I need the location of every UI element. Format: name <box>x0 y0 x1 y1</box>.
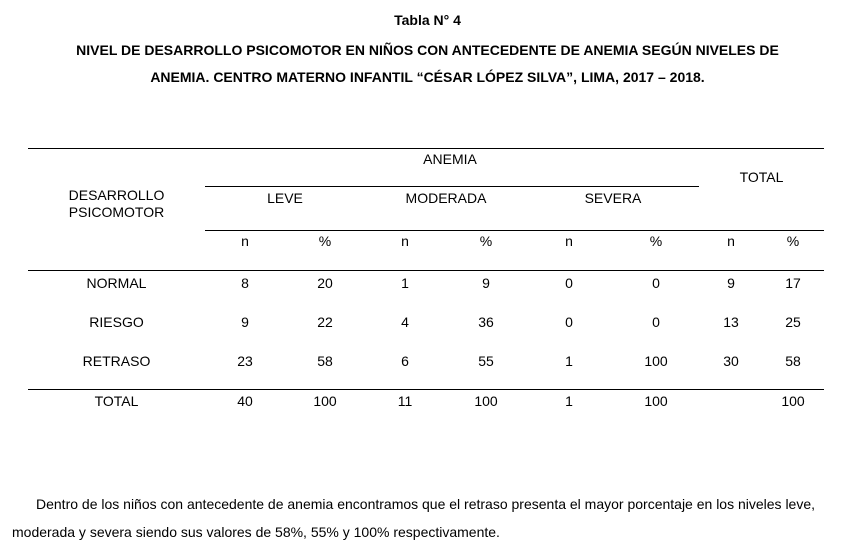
row-header-line-2: PSICOMOTOR <box>68 204 165 220</box>
n-column-header: n <box>565 233 573 249</box>
table-cell: 36 <box>478 314 494 330</box>
row-header-line-1: DESARROLLO <box>68 187 165 203</box>
table-cell: 58 <box>785 353 801 369</box>
table-title-line-2: ANEMIA. CENTRO MATERNO INFANTIL “CÉSAR L… <box>150 69 705 85</box>
percent-column-header: % <box>649 233 663 249</box>
table-title-line-1: NIVEL DE DESARROLLO PSICOMOTOR EN NIÑOS … <box>76 42 779 58</box>
table-cell: 100 <box>644 393 668 409</box>
table-cell: 22 <box>317 314 333 330</box>
percent-column-header: % <box>786 233 800 249</box>
table-cell: 0 <box>565 314 573 330</box>
table-cell: 11 <box>397 393 413 409</box>
row-header: DESARROLLO PSICOMOTOR <box>28 187 205 221</box>
anemia-underline <box>205 186 699 187</box>
table-cell: 100 <box>474 393 498 409</box>
percent-column-header: % <box>318 233 332 249</box>
row-label: TOTAL <box>94 393 139 409</box>
table-cell: 55 <box>478 353 494 369</box>
table-cell: 0 <box>652 314 660 330</box>
row-label: RIESGO <box>89 314 144 330</box>
row-label: RETRASO <box>82 353 151 369</box>
anemia-header: ANEMIA <box>423 151 477 167</box>
total-header: TOTAL <box>739 169 784 185</box>
subgroup-moderada: MODERADA <box>405 190 487 206</box>
n-column-header: n <box>401 233 409 249</box>
table-cell: 17 <box>785 275 801 291</box>
subheader-rule <box>205 230 824 231</box>
table-top-rule <box>28 148 824 149</box>
summary-paragraph: Dentro de los niños con antecedente de a… <box>12 496 816 540</box>
table-number: Tabla N° 4 <box>394 12 461 28</box>
table-cell: 100 <box>781 393 805 409</box>
table-cell: 20 <box>317 275 333 291</box>
table-cell: 58 <box>317 353 333 369</box>
n-column-header: n <box>727 233 735 249</box>
table-cell: 9 <box>727 275 735 291</box>
subgroup-severa: SEVERA <box>584 190 642 206</box>
table-cell: 1 <box>565 353 573 369</box>
table-cell: 0 <box>652 275 660 291</box>
table-cell: 8 <box>241 275 249 291</box>
table-cell: 4 <box>401 314 409 330</box>
total-row-rule <box>28 389 824 390</box>
table-cell: 100 <box>313 393 337 409</box>
table-cell: 1 <box>565 393 573 409</box>
subgroup-leve: LEVE <box>267 190 303 206</box>
header-bottom-rule <box>28 270 824 271</box>
table-cell: 0 <box>565 275 573 291</box>
table-cell: 9 <box>482 275 490 291</box>
table-cell: 40 <box>237 393 253 409</box>
table-cell: 6 <box>401 353 409 369</box>
table-cell: 9 <box>241 314 249 330</box>
table-cell: 25 <box>785 314 801 330</box>
table-cell: 13 <box>723 314 739 330</box>
table-cell: 30 <box>723 353 739 369</box>
table-cell: 1 <box>401 275 409 291</box>
percent-column-header: % <box>479 233 493 249</box>
n-column-header: n <box>241 233 249 249</box>
row-label: NORMAL <box>86 275 147 291</box>
table-cell: 23 <box>237 353 253 369</box>
table-cell: 100 <box>644 353 668 369</box>
